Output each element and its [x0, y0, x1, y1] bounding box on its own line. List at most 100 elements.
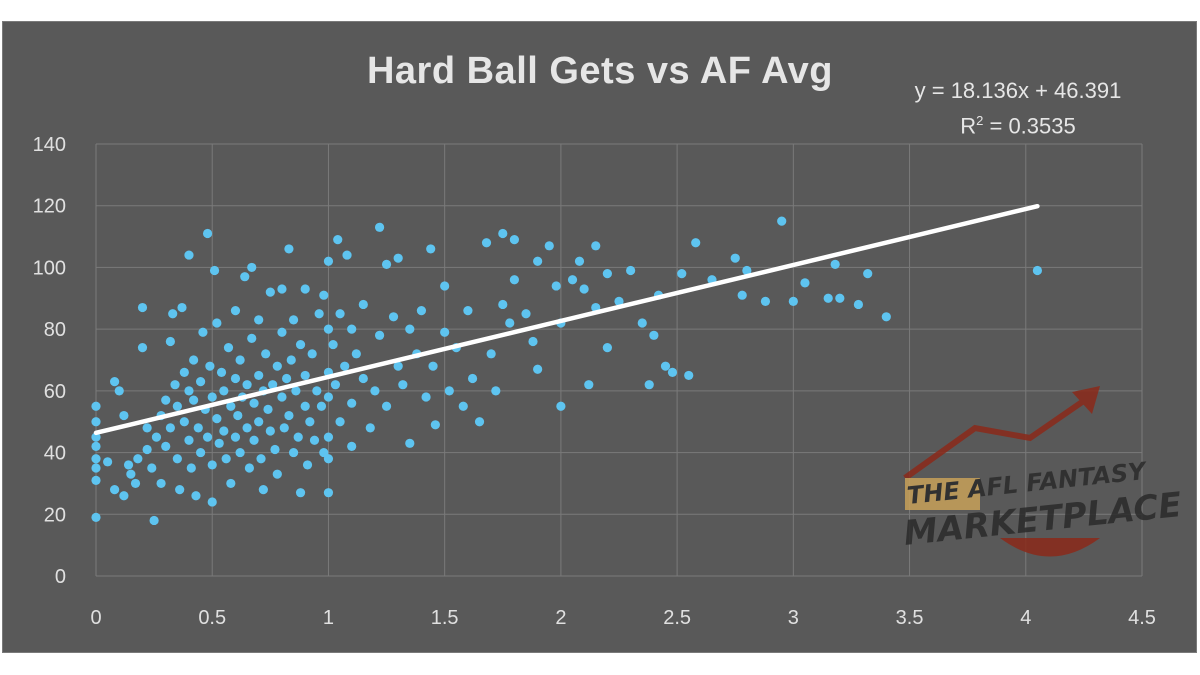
- data-point: [226, 478, 236, 489]
- data-point: [219, 386, 229, 396]
- data-point: [426, 244, 436, 254]
- data-point: [614, 296, 624, 306]
- data-point: [91, 432, 101, 442]
- data-point: [233, 410, 243, 421]
- data-point: [282, 373, 292, 384]
- data-point: [265, 426, 275, 436]
- data-point: [335, 309, 345, 319]
- data-point: [347, 398, 357, 408]
- data-point: [328, 339, 338, 350]
- data-point: [207, 460, 217, 470]
- data-point: [544, 241, 554, 251]
- data-point: [302, 460, 313, 470]
- data-point: [307, 349, 317, 359]
- data-point: [579, 284, 589, 294]
- y-tick-0: 0: [55, 566, 66, 588]
- data-point: [242, 380, 252, 390]
- data-point: [319, 290, 329, 300]
- y-tick-20: 20: [44, 504, 66, 526]
- data-point: [881, 312, 891, 322]
- data-point: [760, 296, 771, 306]
- data-point: [149, 515, 159, 526]
- data-point: [340, 361, 350, 371]
- data-point: [137, 302, 148, 313]
- data-point: [258, 485, 268, 495]
- trendline-equation: y = 18.136x + 46.391: [914, 78, 1122, 103]
- data-point: [230, 306, 241, 316]
- data-point: [314, 309, 324, 319]
- data-point: [677, 269, 687, 279]
- data-point: [126, 469, 136, 479]
- afl-fantasy-marketplace-logo: THE AFL FANTASY MARKETPLACE: [902, 386, 1184, 557]
- data-point: [279, 423, 289, 433]
- data-point: [421, 392, 431, 402]
- data-point: [528, 336, 538, 347]
- x-tick-4.5: 4.5: [1128, 607, 1156, 629]
- data-point: [235, 447, 245, 458]
- data-point: [268, 380, 278, 390]
- data-point: [272, 469, 282, 479]
- data-point: [91, 417, 101, 427]
- data-point: [323, 454, 334, 464]
- data-point: [667, 367, 678, 377]
- data-point: [358, 299, 368, 310]
- data-point: [428, 361, 438, 371]
- data-point: [358, 373, 368, 384]
- x-tick-3: 3: [788, 607, 799, 629]
- data-point: [261, 349, 271, 359]
- data-point: [119, 491, 129, 501]
- logo-trend-arrow: [903, 397, 1087, 481]
- data-point: [351, 349, 361, 359]
- data-point: [196, 447, 206, 458]
- data-point: [830, 259, 840, 269]
- data-point: [567, 275, 578, 285]
- trendline: [93, 203, 1040, 436]
- data-point: [370, 386, 380, 396]
- r2-prefix: R: [960, 113, 977, 139]
- data-point: [644, 380, 654, 390]
- data-point: [247, 333, 257, 343]
- x-tick-3.5: 3.5: [896, 607, 924, 629]
- data-point: [277, 392, 287, 402]
- data-point: [202, 432, 213, 442]
- data-point: [374, 330, 385, 340]
- data-point: [584, 380, 594, 390]
- data-point: [172, 401, 182, 411]
- data-point: [265, 287, 275, 297]
- data-point: [440, 327, 450, 337]
- data-point: [335, 417, 345, 427]
- data-point: [533, 364, 543, 374]
- data-point: [109, 485, 120, 495]
- data-point: [474, 417, 485, 427]
- data-point: [207, 392, 217, 402]
- data-point: [240, 272, 250, 282]
- grid-lines: [95, 143, 1143, 577]
- data-point: [505, 318, 515, 328]
- data-point: [556, 401, 566, 411]
- data-point: [186, 463, 196, 473]
- data-point: [235, 355, 245, 365]
- data-point: [191, 491, 201, 501]
- data-point: [823, 293, 833, 303]
- x-axis-ticks: 0 0.5 1 1.5 2 2.5 3 3.5 4 4.5: [90, 607, 1155, 629]
- data-point: [212, 414, 222, 424]
- data-point: [498, 299, 508, 310]
- data-point: [416, 306, 427, 316]
- chart-title: Hard Ball Gets vs AF Avg: [366, 50, 833, 92]
- data-point: [430, 420, 440, 430]
- data-point: [295, 339, 306, 350]
- data-point: [602, 343, 612, 353]
- data-point: [202, 228, 213, 239]
- data-point: [393, 253, 403, 263]
- data-point: [91, 454, 101, 464]
- y-axis-ticks: 0 20 40 60 80 100 120 140: [33, 134, 66, 588]
- data-point: [184, 250, 194, 260]
- data-point: [365, 423, 375, 433]
- data-point: [323, 256, 334, 266]
- data-point: [333, 235, 343, 245]
- data-points: [91, 216, 1042, 526]
- data-point: [509, 235, 519, 245]
- data-point: [463, 306, 473, 316]
- data-point: [226, 401, 236, 411]
- x-tick-2: 2: [555, 607, 566, 629]
